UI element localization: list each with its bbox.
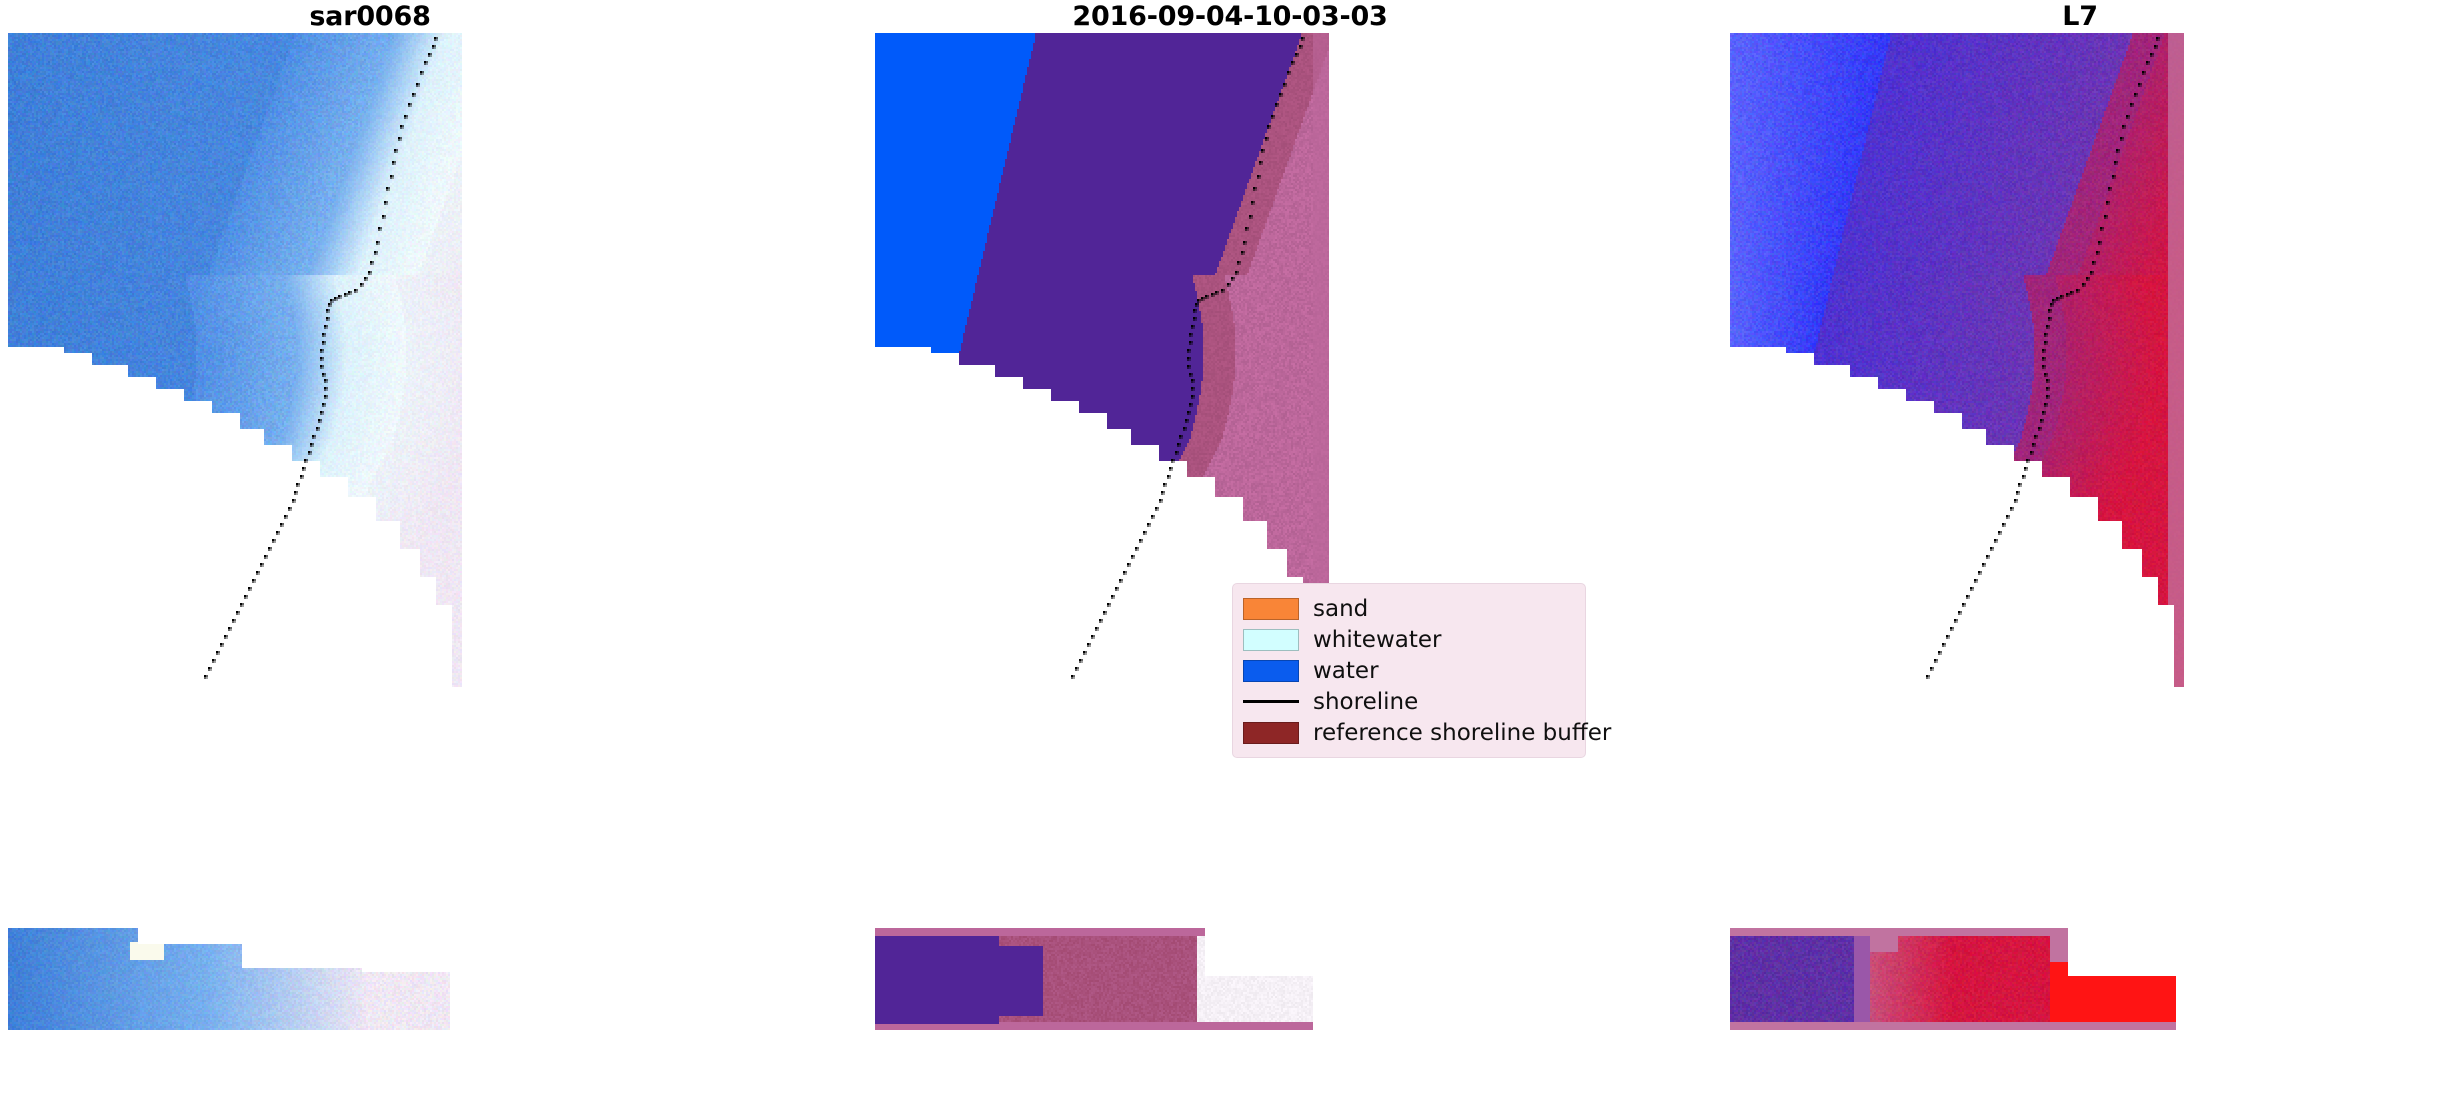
legend-label-reference-buffer: reference shoreline buffer (1313, 719, 1612, 746)
legend-box: sand whitewater water shoreline referenc… (1232, 583, 1611, 758)
axes-classification (820, 33, 1640, 1086)
legend-item-shoreline: shoreline (1243, 686, 1575, 717)
panel-sar0068: sar0068 (0, 0, 740, 1108)
axes-l7 (1700, 33, 2460, 1086)
classification-raster-lower (875, 928, 1329, 1038)
legend-item-reference-buffer: reference shoreline buffer (1243, 717, 1611, 748)
sar-raster-lower (8, 928, 462, 1038)
legend-label-sand: sand (1313, 595, 1369, 622)
legend-item-water: water (1243, 655, 1575, 686)
sar-raster-main (8, 33, 462, 687)
panel-title-sar: sar0068 (309, 1, 431, 32)
raster-image-classification (820, 33, 1640, 1086)
panel-l7: L7 (1700, 0, 2460, 1108)
raster-image-l7 (1700, 33, 2460, 1086)
classification-raster-main (875, 33, 1329, 687)
line-swatch-icon (1243, 700, 1299, 703)
axes-sar (0, 33, 740, 1086)
panel-title-l7: L7 (2062, 1, 2098, 32)
color-swatch-icon (1243, 721, 1299, 744)
panel-classification: 2016-09-04-10-03-03 (820, 0, 1640, 1108)
raster-image-sar (0, 33, 740, 1086)
legend-label-water: water (1313, 657, 1379, 684)
l7-raster-main (1730, 33, 2184, 687)
color-swatch-icon (1243, 659, 1299, 682)
color-swatch-icon (1243, 628, 1299, 651)
legend-label-whitewater: whitewater (1313, 626, 1442, 653)
legend-item-whitewater: whitewater (1243, 624, 1575, 655)
legend-label-shoreline: shoreline (1313, 688, 1419, 715)
color-swatch-icon (1243, 597, 1299, 620)
panel-title-classification: 2016-09-04-10-03-03 (1072, 1, 1388, 32)
legend-item-sand: sand (1243, 593, 1575, 624)
l7-raster-lower (1730, 928, 2184, 1038)
